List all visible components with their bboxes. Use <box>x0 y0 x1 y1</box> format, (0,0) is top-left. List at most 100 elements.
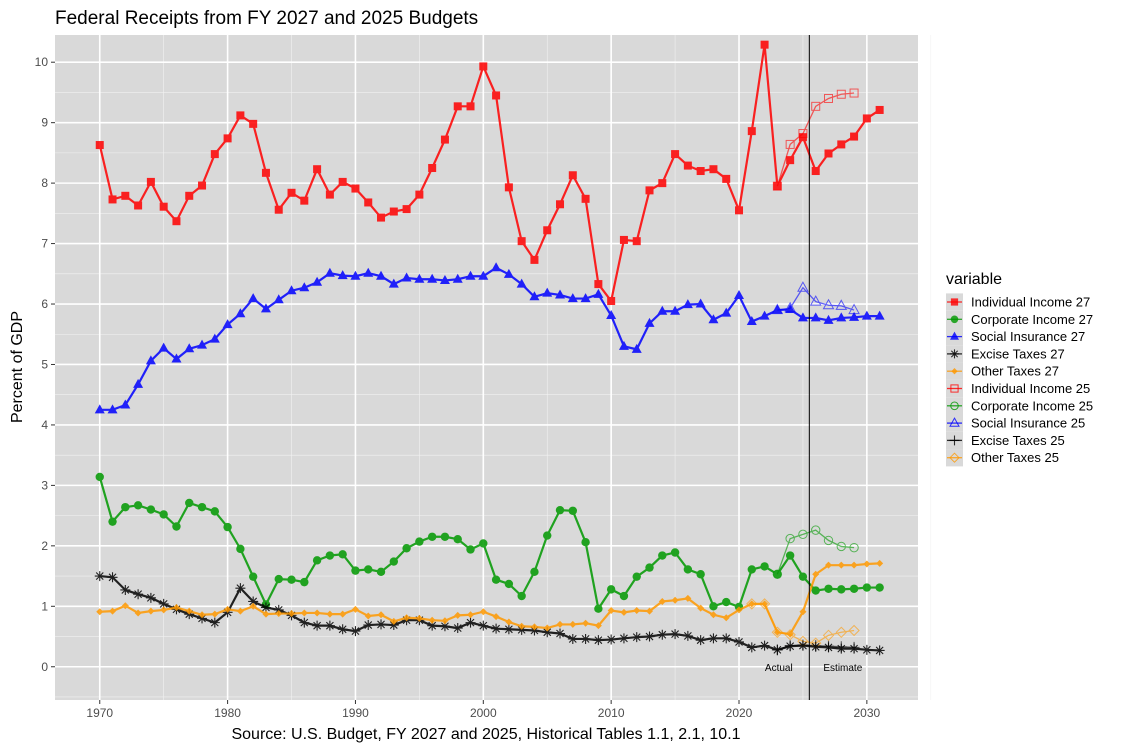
square-marker <box>671 150 680 159</box>
asterisk-marker <box>452 623 463 634</box>
triangle-marker <box>222 319 233 329</box>
circle-marker <box>146 505 156 514</box>
triangle-marker <box>809 295 822 306</box>
circle-marker <box>300 577 309 587</box>
legend-marker <box>950 298 959 306</box>
diamond-marker <box>479 608 487 616</box>
square-marker <box>619 235 628 244</box>
triangle-marker <box>260 303 271 313</box>
circle-marker <box>594 604 603 613</box>
diamond-marker <box>835 626 847 638</box>
legend-marker <box>951 368 958 375</box>
circle-marker <box>823 535 834 546</box>
triangle-marker <box>503 268 514 278</box>
square-marker <box>338 177 347 186</box>
diamond-marker <box>761 600 769 608</box>
circle-marker <box>696 570 705 579</box>
triangle-marker <box>465 270 476 280</box>
square-marker <box>210 150 219 159</box>
circle-marker <box>837 585 846 594</box>
triangle-marker <box>184 343 195 353</box>
diamond-marker <box>863 560 871 568</box>
square-marker <box>159 202 168 211</box>
square-marker <box>95 141 104 150</box>
diamond-marker <box>262 610 270 618</box>
asterisk-marker <box>555 628 566 639</box>
triangle-marker <box>107 404 118 414</box>
square-marker <box>415 190 424 199</box>
diamond-marker <box>684 594 692 602</box>
diamond-marker <box>658 597 666 605</box>
square-marker <box>453 102 462 111</box>
y-tick-label: 6 <box>41 297 48 311</box>
triangle-marker <box>235 308 246 318</box>
triangle-marker <box>631 343 642 353</box>
triangle-marker <box>593 288 604 298</box>
circle-marker <box>543 531 552 540</box>
triangle-marker <box>682 299 693 309</box>
circle-marker <box>325 551 335 560</box>
triangle-marker <box>746 316 757 326</box>
y-tick-label: 8 <box>41 176 48 190</box>
circle-marker <box>248 572 258 581</box>
circle-marker <box>466 545 475 554</box>
circle-marker <box>274 574 283 584</box>
triangle-marker <box>836 312 847 322</box>
circle-marker <box>950 315 959 324</box>
triangle-marker <box>312 276 323 286</box>
plot-panel <box>55 35 918 700</box>
diamond-marker <box>697 604 705 612</box>
asterisk-marker <box>797 640 808 651</box>
circle-marker <box>683 565 693 574</box>
square-marker <box>824 93 834 103</box>
square-marker <box>261 168 270 177</box>
square-marker <box>645 186 654 195</box>
asterisk-marker <box>145 592 156 603</box>
square-marker <box>837 140 846 149</box>
square-marker <box>760 40 769 49</box>
asterisk-marker <box>618 633 629 644</box>
circle-marker <box>338 550 347 559</box>
legend-label: Corporate Income 25 <box>971 398 1093 413</box>
asterisk-marker <box>810 641 821 652</box>
square-marker <box>185 191 194 200</box>
square-marker <box>683 161 692 170</box>
triangle-marker <box>529 291 540 301</box>
square-marker <box>274 205 283 214</box>
square-marker <box>440 135 449 144</box>
triangle-marker <box>733 290 745 300</box>
asterisk-marker <box>874 645 885 656</box>
circle-marker <box>836 541 846 552</box>
square-marker <box>786 156 795 165</box>
circle-marker <box>172 522 181 531</box>
triangle-marker <box>721 307 732 317</box>
square-marker <box>121 191 130 200</box>
diamond-marker <box>492 613 500 621</box>
square-marker <box>146 177 155 186</box>
square-marker <box>325 190 334 199</box>
diamond-marker <box>633 607 641 615</box>
circle-marker <box>824 584 833 593</box>
y-tick-label: 3 <box>41 478 48 492</box>
circle-marker <box>798 529 808 540</box>
asterisk-marker <box>363 620 374 631</box>
diamond-marker <box>224 605 232 613</box>
circle-marker <box>722 597 731 607</box>
triangle-marker <box>427 273 438 283</box>
square-marker <box>389 207 398 216</box>
triangle-marker <box>209 333 220 343</box>
diamond-marker <box>390 617 398 625</box>
square-marker <box>530 255 539 264</box>
diamond-marker <box>249 602 257 610</box>
square-marker <box>785 139 795 149</box>
y-axis-label: Percent of GDP <box>9 311 26 423</box>
x-tick-label: 2000 <box>470 706 497 720</box>
circle-marker <box>453 534 462 544</box>
legend-item: Individual Income 25 <box>946 379 1090 398</box>
asterisk-marker <box>734 636 745 647</box>
series-layer <box>94 40 885 656</box>
circle-marker <box>133 501 143 510</box>
series-line <box>99 266 880 411</box>
square-marker <box>950 384 959 393</box>
legend-item: Other Taxes 27 <box>946 362 1059 380</box>
